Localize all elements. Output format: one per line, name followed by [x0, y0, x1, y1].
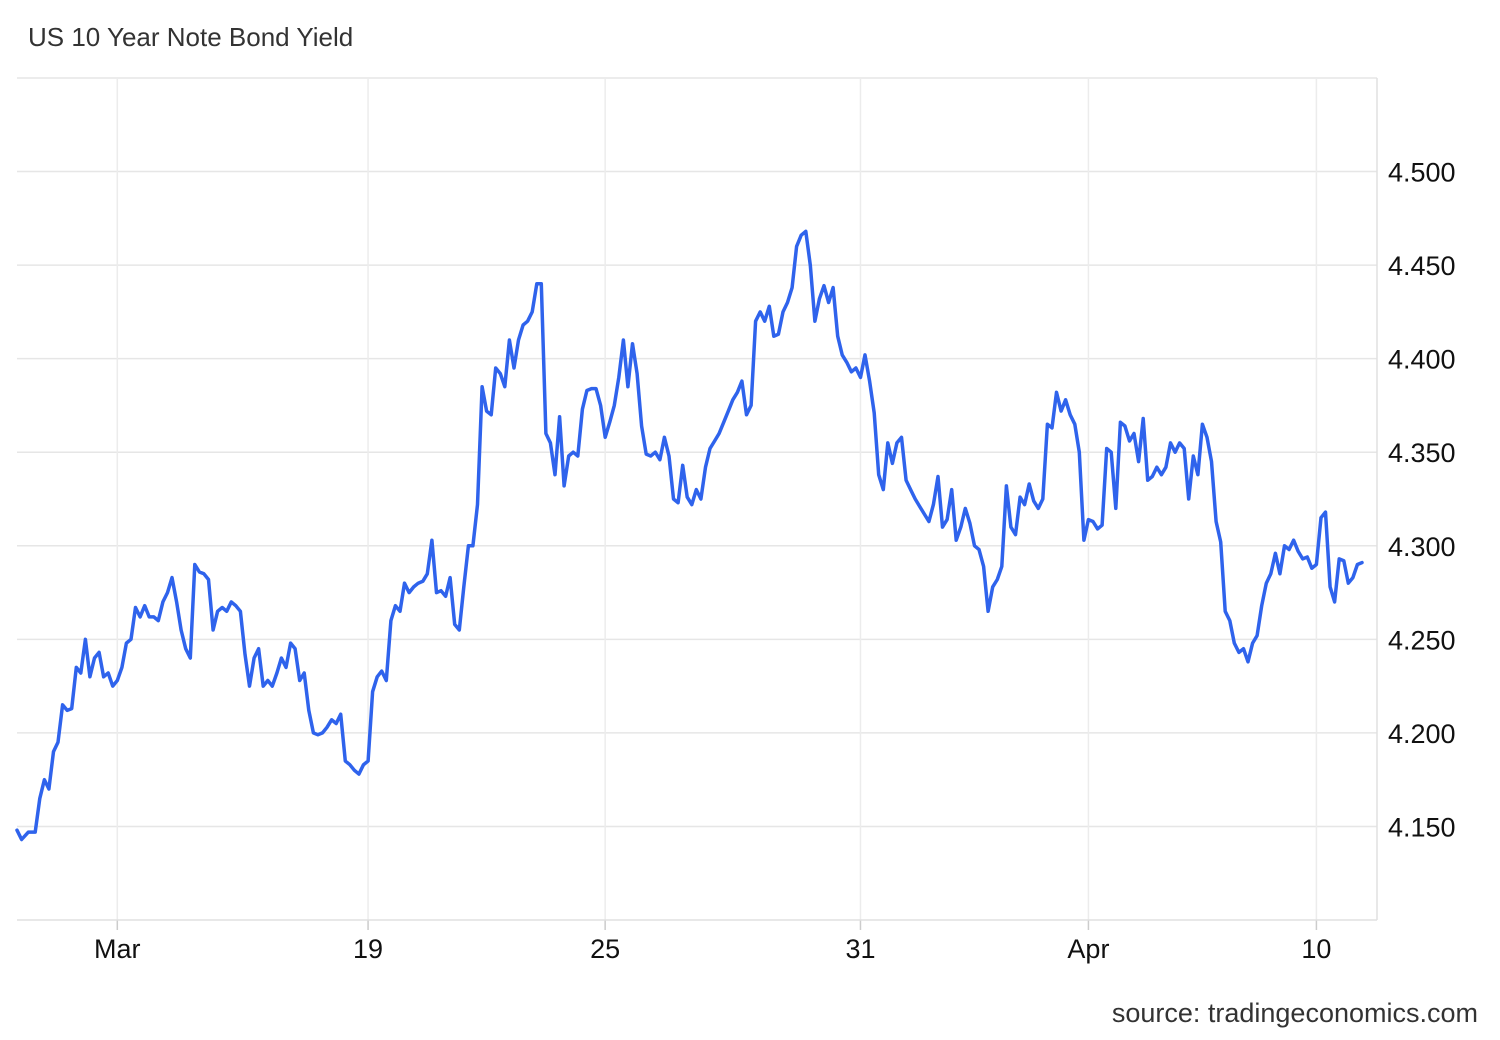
y-tick-label: 4.150 [1388, 812, 1456, 842]
axes [17, 78, 1378, 930]
vertical-gridlines [116, 78, 1318, 920]
x-axis-tick-labels: Mar 19 25 31 Apr 10 [94, 934, 1331, 964]
y-tick-label: 4.500 [1388, 158, 1456, 188]
y-tick-label: 4.450 [1388, 251, 1456, 281]
x-tick-label: 31 [845, 934, 875, 964]
y-axis-tick-labels: 4.150 4.200 4.250 4.300 4.350 4.400 4.450 4.500 [1388, 158, 1456, 843]
x-tick-label: 19 [353, 934, 383, 964]
y-tick-label: 4.350 [1388, 438, 1456, 468]
x-tick-label: 25 [590, 934, 620, 964]
y-tick-label: 4.400 [1388, 345, 1456, 375]
y-tick-label: 4.200 [1388, 719, 1456, 749]
series-line [15, 229, 1364, 842]
y-tick-label: 4.250 [1388, 625, 1456, 655]
chart-title: US 10 Year Note Bond Yield [28, 22, 354, 52]
horizontal-gridlines [17, 77, 1377, 828]
x-tick-label: Apr [1067, 934, 1109, 964]
x-tick-label: Mar [94, 934, 141, 964]
source-credit: source: tradingeconomics.com [1111, 998, 1478, 1028]
series-group [15, 229, 1364, 842]
y-tick-label: 4.300 [1388, 532, 1456, 562]
x-tick-label: 10 [1301, 934, 1331, 964]
